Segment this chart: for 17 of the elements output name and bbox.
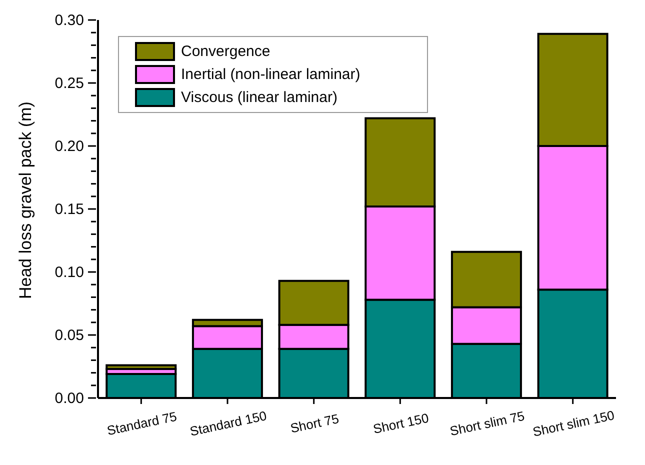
x-tick-label: Short slim 150 xyxy=(531,407,616,440)
y-tick-label: 0.20 xyxy=(54,138,84,155)
x-tick-label: Standard 150 xyxy=(188,408,268,439)
x-tick-label: Short 150 xyxy=(372,410,430,437)
y-tick-label: 0.15 xyxy=(54,201,84,218)
legend-label: Inertial (non-linear laminar) xyxy=(181,66,360,83)
y-tick-label: 0.25 xyxy=(54,75,84,92)
y-axis-title: Head loss gravel pack (m) xyxy=(16,102,36,299)
y-tick-label: 0.05 xyxy=(54,327,84,344)
legend-label: Convergence xyxy=(181,43,270,60)
x-tick-label: Short 75 xyxy=(288,410,340,436)
x-tick-label: Short slim 75 xyxy=(448,408,526,439)
y-tick-label: 0.00 xyxy=(54,390,84,407)
y-tick-label: 0.30 xyxy=(54,12,84,29)
legend-label: Viscous (linear laminar) xyxy=(181,89,338,106)
y-tick-label: 0.10 xyxy=(54,264,84,281)
x-tick-label: Standard 75 xyxy=(106,408,178,438)
